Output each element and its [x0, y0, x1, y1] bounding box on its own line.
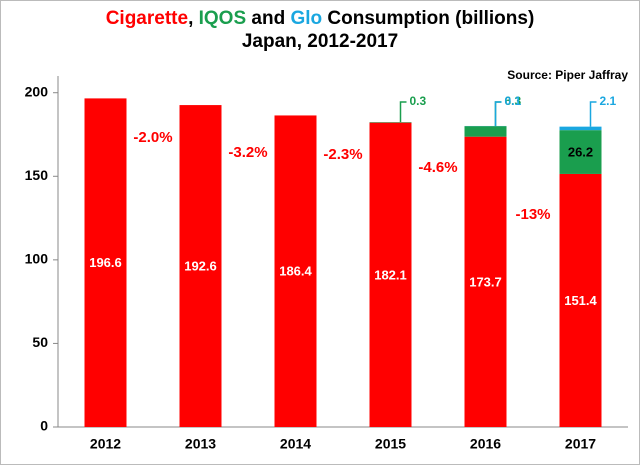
value-label: 192.6	[184, 258, 217, 273]
title-piece: ,	[188, 8, 199, 29]
chart-title: Cigarette, IQOS and Glo Consumption (bil…	[106, 8, 535, 29]
bar-segment	[464, 126, 507, 137]
title-series: Glo	[290, 8, 322, 29]
x-tick-label: 2012	[90, 436, 121, 452]
x-tick-label: 2015	[375, 436, 406, 452]
x-tick-label: 2016	[470, 436, 501, 452]
title-piece: and	[246, 8, 290, 29]
value-label: 0.3	[410, 94, 427, 108]
value-label: 2.1	[600, 94, 617, 108]
value-label: 26.2	[568, 144, 593, 159]
bar-segment	[369, 122, 412, 123]
bar-segment	[464, 136, 507, 427]
value-label: 151.4	[564, 293, 597, 308]
title-piece: Consumption (billions)	[322, 8, 534, 29]
value-label: 6.3	[505, 94, 522, 108]
bar-segment	[84, 98, 127, 427]
change-label: -4.6%	[418, 159, 457, 176]
y-tick-label: 100	[25, 251, 49, 267]
y-tick-label: 50	[32, 334, 48, 350]
change-label: -2.3%	[323, 146, 362, 163]
bar-segment	[559, 130, 602, 174]
bar-segment	[559, 126, 602, 131]
value-label: 173.7	[469, 274, 502, 289]
y-tick-label: 150	[25, 167, 49, 183]
bar-segment	[274, 115, 317, 428]
value-label: 186.4	[279, 264, 312, 279]
leader-line	[399, 101, 407, 123]
y-tick-label: 0	[40, 418, 48, 434]
bar-segment	[369, 122, 412, 427]
title-series: IQOS	[199, 8, 247, 29]
chart-subtitle: Japan, 2012-2017	[242, 31, 398, 52]
bar-segment	[179, 105, 222, 427]
value-label: 196.6	[89, 255, 122, 270]
source: Source: Piper Jaffray	[507, 68, 628, 82]
change-label: -2.0%	[133, 129, 172, 146]
leader-line	[494, 101, 502, 126]
change-label: -3.2%	[228, 144, 267, 161]
x-tick-label: 2014	[280, 436, 311, 452]
value-label: 182.1	[374, 267, 407, 282]
title-series: Cigarette	[106, 8, 188, 29]
change-label: -13%	[515, 206, 550, 223]
leader-line	[589, 101, 597, 127]
value-label: 0.1	[505, 94, 522, 108]
x-tick-label: 2013	[185, 436, 216, 452]
bar-segment	[559, 173, 602, 427]
y-tick-label: 200	[25, 83, 49, 99]
x-tick-label: 2017	[565, 436, 596, 452]
